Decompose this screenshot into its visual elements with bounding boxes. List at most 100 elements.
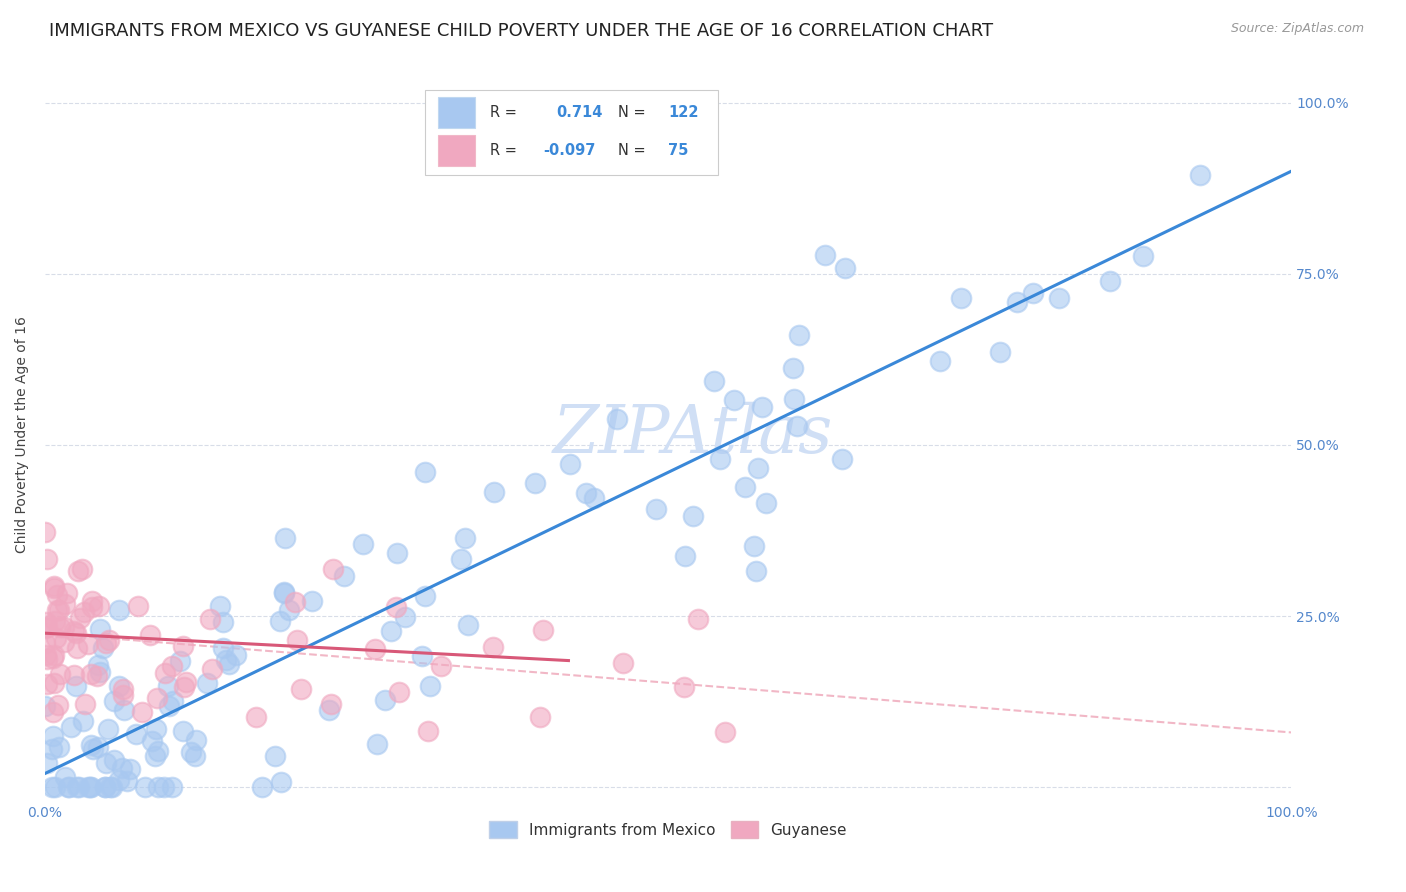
Point bbox=[558, 458, 581, 472]
Point bbox=[108, 772, 131, 787]
Point bbox=[127, 599, 149, 613]
Point bbox=[42, 648, 65, 663]
Point bbox=[950, 291, 973, 305]
Point bbox=[42, 730, 65, 744]
Point bbox=[366, 737, 388, 751]
Point bbox=[145, 722, 167, 736]
Text: 0.714: 0.714 bbox=[555, 105, 602, 120]
Point bbox=[644, 501, 666, 516]
Point bbox=[252, 780, 274, 795]
Point bbox=[44, 780, 66, 795]
Point bbox=[53, 770, 76, 784]
Point bbox=[523, 475, 546, 490]
Point bbox=[734, 480, 756, 494]
Point bbox=[37, 552, 59, 566]
Point bbox=[97, 722, 120, 736]
Point bbox=[35, 619, 58, 633]
Point bbox=[1132, 249, 1154, 263]
Point bbox=[44, 614, 66, 628]
Point bbox=[582, 491, 605, 506]
Point bbox=[709, 452, 731, 467]
Point bbox=[37, 677, 59, 691]
Point bbox=[270, 775, 292, 789]
Point bbox=[278, 603, 301, 617]
Point bbox=[52, 634, 75, 648]
Point bbox=[374, 693, 396, 707]
Point bbox=[96, 756, 118, 771]
Point bbox=[89, 665, 111, 680]
Point bbox=[143, 748, 166, 763]
Point bbox=[284, 595, 307, 609]
Point bbox=[86, 669, 108, 683]
Text: N =: N = bbox=[619, 105, 645, 120]
Point bbox=[94, 780, 117, 795]
Point bbox=[215, 653, 238, 667]
Point bbox=[35, 615, 58, 629]
Point bbox=[211, 640, 233, 655]
Point bbox=[173, 680, 195, 694]
Point bbox=[89, 599, 111, 613]
Point bbox=[98, 780, 121, 795]
Point bbox=[321, 698, 343, 712]
Point bbox=[41, 742, 63, 756]
Point bbox=[385, 599, 408, 614]
Point bbox=[63, 624, 86, 639]
Point bbox=[612, 656, 634, 670]
Point bbox=[273, 586, 295, 600]
Point bbox=[79, 780, 101, 795]
Point bbox=[834, 260, 856, 275]
Point bbox=[201, 663, 224, 677]
Y-axis label: Child Poverty Under the Age of 16: Child Poverty Under the Age of 16 bbox=[15, 317, 30, 553]
Point bbox=[290, 681, 312, 696]
Point bbox=[73, 606, 96, 620]
Point bbox=[65, 625, 87, 640]
Text: IMMIGRANTS FROM MEXICO VS GUYANESE CHILD POVERTY UNDER THE AGE OF 16 CORRELATION: IMMIGRANTS FROM MEXICO VS GUYANESE CHILD… bbox=[49, 22, 993, 40]
Point bbox=[49, 620, 72, 634]
Point bbox=[94, 780, 117, 795]
Point bbox=[273, 531, 295, 545]
Point bbox=[76, 636, 98, 650]
Point bbox=[703, 374, 725, 388]
Point bbox=[419, 679, 441, 693]
Point bbox=[484, 485, 506, 500]
Point bbox=[782, 361, 804, 376]
Point bbox=[53, 597, 76, 611]
Point bbox=[786, 418, 808, 433]
Point bbox=[131, 705, 153, 719]
Point bbox=[575, 486, 598, 500]
Point bbox=[60, 721, 83, 735]
Point bbox=[53, 620, 76, 634]
Point bbox=[318, 703, 340, 717]
Point bbox=[46, 603, 69, 617]
Point bbox=[56, 586, 79, 600]
Point bbox=[108, 603, 131, 617]
Point bbox=[125, 727, 148, 741]
Point bbox=[80, 594, 103, 608]
Point bbox=[787, 328, 810, 343]
Point bbox=[744, 564, 766, 578]
Legend: Immigrants from Mexico, Guyanese: Immigrants from Mexico, Guyanese bbox=[484, 814, 853, 845]
Point bbox=[1005, 295, 1028, 310]
Point bbox=[195, 675, 218, 690]
Point bbox=[673, 549, 696, 564]
Point bbox=[146, 690, 169, 705]
Point bbox=[89, 623, 111, 637]
Point bbox=[63, 667, 86, 681]
Point bbox=[87, 658, 110, 673]
Point bbox=[141, 733, 163, 747]
Point bbox=[70, 562, 93, 576]
Point bbox=[531, 623, 554, 637]
Point bbox=[82, 742, 104, 756]
Point bbox=[218, 657, 240, 672]
Point bbox=[225, 648, 247, 662]
Point bbox=[672, 680, 695, 694]
Point bbox=[322, 562, 344, 576]
Point bbox=[387, 685, 409, 699]
Point bbox=[44, 581, 66, 595]
Point bbox=[285, 633, 308, 648]
Point bbox=[380, 624, 402, 638]
Point bbox=[682, 508, 704, 523]
Point bbox=[80, 666, 103, 681]
Point bbox=[160, 659, 183, 673]
FancyBboxPatch shape bbox=[425, 90, 718, 175]
